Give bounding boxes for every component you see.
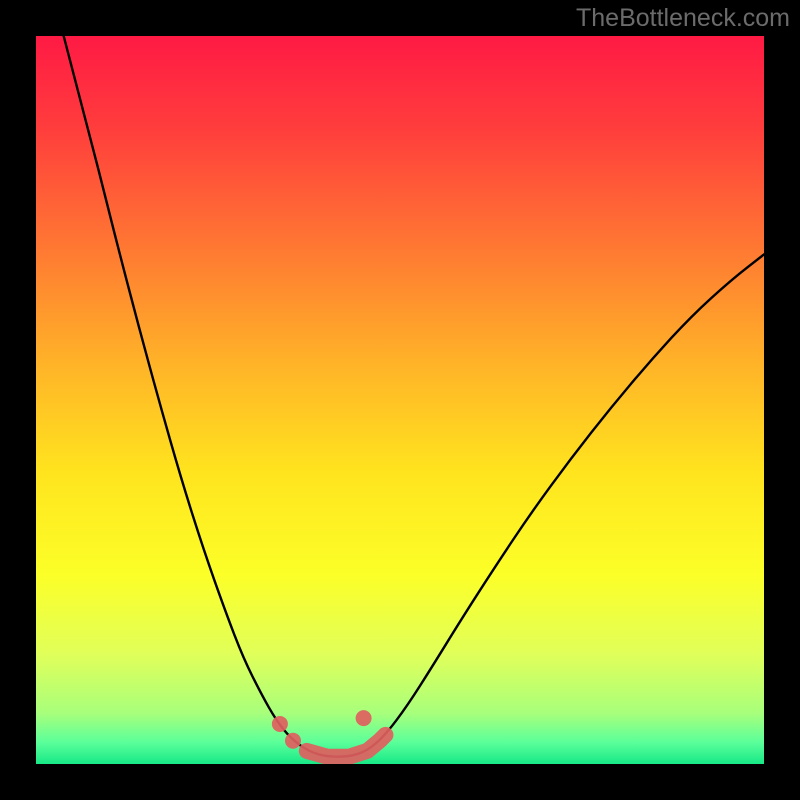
valley-dot — [272, 716, 288, 732]
valley-dot — [285, 733, 301, 749]
watermark-text: TheBottleneck.com — [576, 4, 790, 33]
gradient-background — [36, 36, 764, 764]
chart-frame: TheBottleneck.com — [0, 0, 800, 800]
plot-area — [36, 36, 764, 764]
valley-dot — [356, 710, 372, 726]
chart-svg — [36, 36, 764, 764]
